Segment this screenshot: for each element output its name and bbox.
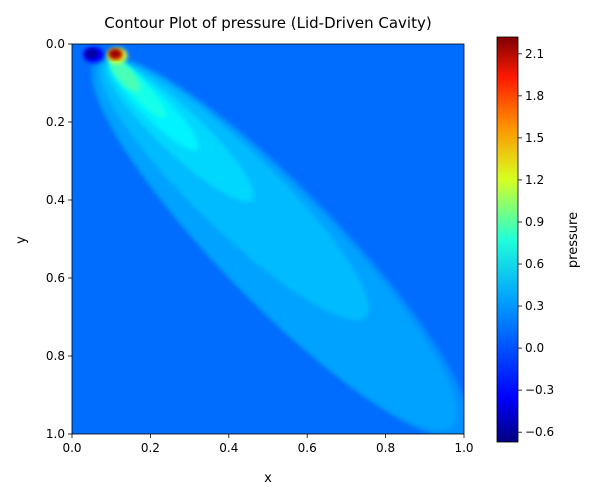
colorbar-tick-label-7: 0.0	[525, 341, 544, 355]
colorbar-tick-label-8: −0.3	[525, 383, 554, 397]
x-tick-label-1: 0.2	[141, 441, 160, 455]
chart-title: Contour Plot of pressure (Lid-Driven Cav…	[104, 14, 431, 32]
colorbar-gradient	[496, 36, 519, 443]
colorbar-ticks: 2.1 1.8 1.5 1.2 0.9 0.6 0.3 0.0 −0.3 −0.6	[518, 47, 554, 439]
colorbar-tick-label-0: 2.1	[525, 47, 544, 61]
colorbar-tick-label-2: 1.5	[525, 131, 544, 145]
colorbar: 2.1 1.8 1.5 1.2 0.9 0.6 0.3 0.0 −0.3 −0.6 pressur…	[496, 36, 581, 443]
x-tick-label-0: 0.0	[62, 441, 81, 455]
colorbar-tick-label-9: −0.6	[525, 425, 554, 439]
contour-layers	[83, 46, 464, 434]
plot-area	[71, 43, 465, 435]
colorbar-tick-label-3: 1.2	[525, 173, 544, 187]
plot-frame	[71, 43, 465, 435]
colorbar-tick-label-4: 0.9	[525, 215, 544, 229]
x-tick-label-3: 0.6	[298, 441, 317, 455]
contour-spot-11	[85, 48, 99, 59]
colorbar-label: pressure	[566, 212, 581, 268]
y-tick-label-2: 0.4	[46, 193, 65, 207]
y-tick-label-0: 0.0	[46, 37, 65, 51]
y-tick-label-1: 0.2	[46, 115, 65, 129]
y-axis-label: y	[14, 236, 29, 244]
y-tick-label-5: 1.0	[46, 427, 65, 441]
x-tick-label-4: 0.8	[376, 441, 395, 455]
contour-spot-9	[108, 48, 122, 59]
colorbar-tick-label-6: 0.3	[525, 299, 544, 313]
x-tick-label-2: 0.4	[219, 441, 238, 455]
x-axis-ticks: 0.0 0.2 0.4 0.6 0.8 1.0	[62, 434, 474, 455]
x-tick-label-5: 1.0	[454, 441, 473, 455]
colorbar-tick-label-5: 0.6	[525, 257, 544, 271]
colorbar-tick-label-1: 1.8	[525, 89, 544, 103]
y-tick-label-4: 0.8	[46, 349, 65, 363]
x-axis-label: x	[264, 471, 272, 486]
y-axis-ticks: 0.0 0.2 0.4 0.6 0.8 1.0	[46, 37, 72, 441]
contour-band-6	[109, 58, 140, 92]
y-tick-label-3: 0.6	[46, 271, 65, 285]
